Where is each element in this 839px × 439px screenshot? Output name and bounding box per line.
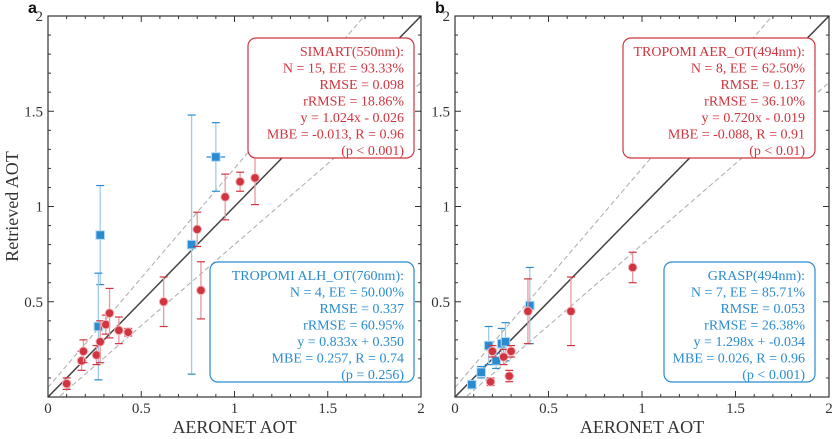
x-tick-label: 0.5 — [132, 401, 151, 417]
stats-box: TROPOMI AER_OT(494nm): N = 8, EE = 62.50%… — [622, 37, 816, 159]
stats-line: rRMSE = 60.95% — [303, 319, 404, 334]
panel-b: 0 0.5 1 1.5 2 0.5 1 1.5 2 AERONET AOT b TROPOMI AER… — [431, 0, 833, 437]
data-point — [498, 352, 509, 362]
x-axis-label: AERONET AOT — [172, 417, 296, 437]
stats-line: MBE = 0.026, R = 0.96 — [673, 352, 805, 367]
stats-box: TROPOMI ALH_OT(760nm): N = 4, EE = 50.00%… — [209, 261, 415, 383]
stats-line: (p < 0.001) — [742, 368, 805, 383]
data-point — [566, 306, 576, 317]
stats-line: RMSE = 0.337 — [319, 302, 404, 317]
stats-line: N = 7, EE = 85.71% — [691, 286, 806, 301]
stats-line: y = 0.720x - 0.019 — [701, 111, 805, 126]
data-point — [95, 336, 106, 347]
stats-line: (p < 0.001) — [341, 144, 404, 159]
stats-line: (p = 0.256) — [341, 368, 404, 383]
data-point — [523, 306, 533, 317]
panel-label: b — [435, 0, 445, 17]
data-point — [506, 346, 516, 357]
x-tick-label: 2 — [825, 401, 833, 417]
stats-line: N = 15, EE = 93.33% — [283, 62, 405, 77]
x-axis-label: AERONET AOT — [580, 417, 704, 437]
y-tick-label: 1 — [36, 200, 44, 216]
data-point — [192, 224, 202, 235]
x-tick-label: 1.5 — [726, 401, 745, 417]
data-point — [91, 350, 102, 360]
stats-line: MBE = -0.088, R = 0.91 — [668, 128, 805, 143]
stats-line: RMSE = 0.053 — [720, 302, 805, 317]
stats-line: N = 4, EE = 50.00% — [290, 286, 405, 301]
stats-line: (p < 0.01) — [749, 144, 805, 159]
stats-line: N = 8, EE = 62.50% — [691, 62, 806, 77]
stats-line: rRMSE = 26.38% — [704, 319, 805, 334]
stats-line: TROPOMI ALH_OT(760nm): — [232, 269, 404, 284]
plot-area — [48, 16, 421, 397]
y-tick-label: 1.5 — [431, 104, 450, 120]
data-point — [504, 371, 515, 381]
data-point — [95, 230, 106, 240]
data-point — [101, 319, 111, 330]
y-tick-label: 2 — [36, 9, 44, 25]
x-tick-label: 0 — [44, 401, 52, 417]
x-tick-label: 0 — [451, 401, 459, 417]
x-tick-label: 2 — [417, 401, 425, 417]
y-tick-label: 0.5 — [24, 295, 43, 311]
panel-a: 0 0.5 1 1.5 2 0.5 1 1.5 2 AERONET AOT Retrieved AO… — [2, 0, 425, 437]
y-tick-label: 1.5 — [24, 104, 43, 120]
x-tick-label: 1 — [231, 401, 239, 417]
stats-line: rRMSE = 36.10% — [704, 95, 805, 110]
y-axis-label: Retrieved AOT — [2, 151, 22, 261]
data-point — [211, 152, 221, 162]
stats-box-frame — [663, 261, 816, 383]
data-point — [250, 173, 260, 183]
data-point — [61, 378, 72, 389]
x-tick-label: 1 — [638, 401, 646, 417]
data-point — [114, 325, 124, 336]
stats-line: y = 1.024x - 0.026 — [300, 111, 404, 126]
data-point — [487, 346, 498, 357]
stats-box: SIMART(550nm): N = 15, EE = 93.33%RMSE = … — [247, 37, 415, 159]
y-tick-label: 2 — [443, 9, 451, 25]
data-point — [123, 327, 133, 338]
data-point — [500, 336, 511, 347]
series-square — [93, 114, 226, 381]
x-tick-label: 1.5 — [318, 401, 337, 417]
data-point — [76, 356, 87, 366]
x-tick-label: 0.5 — [539, 401, 558, 417]
data-point — [476, 367, 486, 378]
stats-line: RMSE = 0.098 — [319, 78, 404, 93]
stats-line: rRMSE = 18.86% — [303, 95, 404, 110]
data-point — [158, 296, 169, 307]
stats-line: RMSE = 0.137 — [720, 78, 805, 93]
stats-box-frame — [247, 37, 415, 159]
y-tick-label: 0.5 — [431, 295, 450, 311]
data-point — [485, 376, 496, 387]
data-point — [78, 346, 89, 357]
stats-line: MBE = -0.013, R = 0.96 — [267, 128, 404, 143]
series-circle — [61, 150, 260, 390]
ee-upper-line — [455, 16, 773, 388]
data-point — [220, 192, 230, 202]
panel-label: a — [28, 0, 37, 17]
data-point — [467, 379, 477, 390]
data-point — [196, 285, 206, 296]
stats-box: GRASP(494nm): N = 7, EE = 85.71%RMSE = 0.… — [663, 261, 816, 383]
data-point — [104, 308, 115, 318]
y-tick-label: 1 — [443, 200, 451, 216]
stats-line: SIMART(550nm): — [300, 45, 404, 60]
data-point — [235, 176, 245, 187]
stats-line: MBE = 0.257, R = 0.74 — [272, 352, 404, 367]
stats-line: TROPOMI AER_OT(494nm): — [634, 45, 806, 60]
data-point — [627, 262, 638, 273]
series-circle — [485, 251, 638, 387]
series-square — [467, 266, 535, 390]
stats-line: y = 1.298x + -0.034 — [694, 335, 805, 350]
stats-box-frame — [622, 37, 816, 159]
stats-line: GRASP(494nm): — [708, 269, 805, 284]
stats-line: y = 0.833x + 0.350 — [297, 335, 404, 350]
stats-box-frame — [209, 261, 415, 383]
data-point — [186, 239, 197, 250]
